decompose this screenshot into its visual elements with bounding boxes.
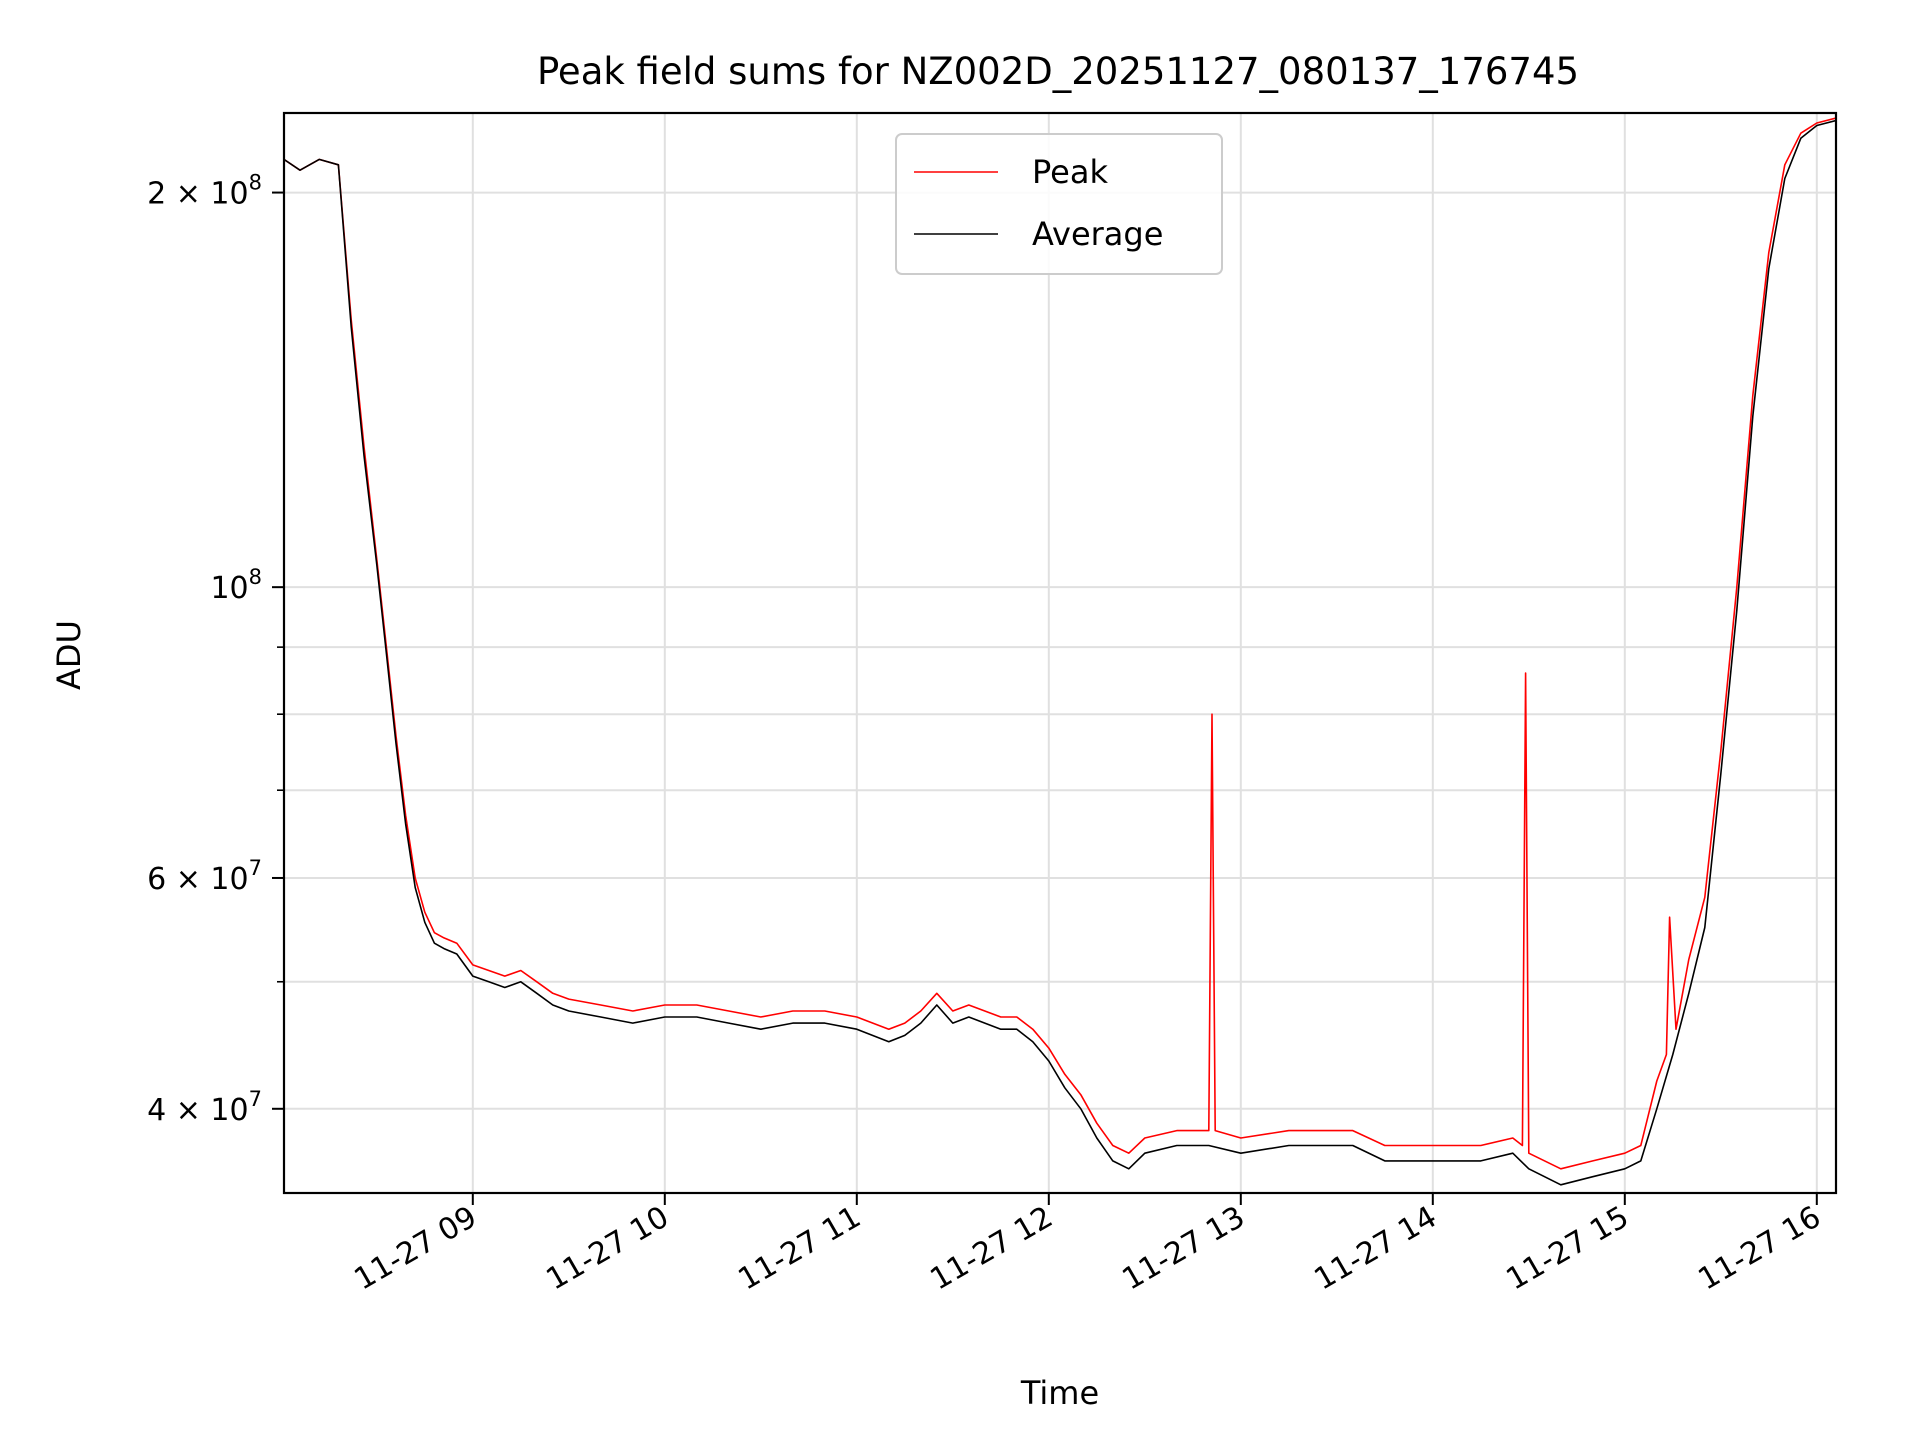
y-tick-label: 4 × 107 [147, 1087, 262, 1128]
legend-box [895, 133, 1223, 275]
series-line-average [284, 119, 1836, 1186]
legend: Peak Average [895, 133, 1223, 275]
x-axis-label: Time [1020, 1374, 1099, 1412]
y-axis: 4 × 107 6 × 107 108 2 × 108 [147, 171, 284, 1128]
y-axis-label: ADU [50, 620, 88, 690]
y-tick-label: 2 × 108 [147, 171, 262, 212]
y-tick-label: 108 [210, 565, 262, 606]
plot-frame [282, 111, 1838, 1195]
grid-lines [284, 113, 1836, 1193]
series-line-peak [284, 117, 1836, 1170]
legend-label: Peak [1032, 153, 1108, 191]
y-tick-label: 6 × 107 [147, 856, 262, 897]
chart-title: Peak field sums for NZ002D_20251127_0801… [537, 50, 1579, 93]
plot-area [284, 117, 1836, 1186]
legend-label: Average [1032, 215, 1163, 253]
